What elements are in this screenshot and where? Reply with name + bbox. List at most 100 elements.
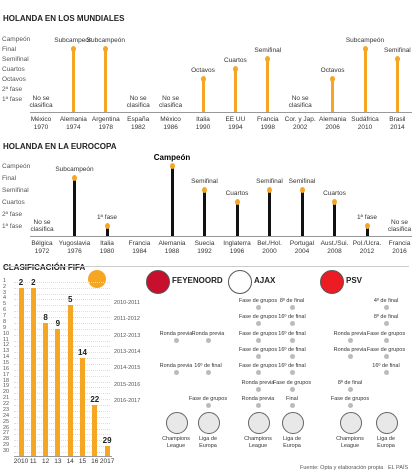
grid-line [14, 369, 110, 371]
year-label: 2008 [327, 248, 342, 255]
season-label: 2011-2012 [114, 316, 140, 323]
section-title: HOLANDA EN LOS MUNDIALES [3, 14, 125, 23]
year-label: 1972 [34, 248, 50, 255]
result: 16º de final [372, 363, 400, 370]
result: Fase de grupos [238, 314, 278, 321]
bar [104, 50, 108, 112]
host-label: Alemania [158, 240, 186, 247]
bar-cap [332, 199, 337, 205]
result: Fase de grupos [238, 346, 278, 353]
y-tick-label: 11 [3, 336, 9, 343]
year-label: 1970 [33, 124, 49, 131]
grid-line [14, 281, 110, 283]
host-label: Francia [256, 116, 279, 123]
grid-line [14, 287, 110, 289]
grid-line [14, 434, 110, 436]
competition-label: Liga de Europa [376, 436, 396, 449]
competition-label: Champions League [336, 436, 364, 449]
result-icon [255, 353, 261, 359]
value-label: 22 [90, 395, 100, 405]
x-axis [14, 456, 112, 457]
year-label: 1982 [130, 124, 146, 131]
result-icon [255, 370, 261, 376]
grid-line [14, 381, 110, 383]
bar-cap [265, 56, 271, 62]
bar [43, 322, 49, 456]
result-icon [383, 370, 389, 376]
bar-cap [364, 223, 370, 229]
y-tick-label: 15 [3, 360, 10, 366]
stage-label: Semifinal [2, 187, 29, 194]
year-label: 1990 [195, 124, 211, 131]
result-icon [205, 402, 211, 408]
result-icon [255, 321, 261, 327]
value-label: 5 [67, 295, 73, 305]
bar [235, 203, 239, 236]
team-logo [146, 270, 170, 294]
year-label: 2006 [325, 124, 340, 131]
result-icon [289, 402, 295, 408]
bar-cap [70, 46, 76, 52]
y-tick-label: 20 [3, 389, 10, 396]
bar [30, 287, 36, 456]
season-label: 2012-2013 [114, 332, 141, 339]
result-icon [173, 370, 179, 376]
year-label: 2014 [390, 124, 405, 131]
bar-cap [394, 56, 400, 62]
result-label: No se clasifica [387, 219, 412, 233]
x-tick-label: 16 [91, 458, 99, 465]
bar-cap [169, 163, 175, 169]
value-label: 29 [102, 436, 112, 446]
result: 4º de final [373, 298, 399, 304]
y-tick-label: 6 [3, 307, 7, 314]
bar-cap [72, 175, 77, 181]
bar-cap [234, 199, 240, 205]
result: 8º de final [373, 314, 399, 321]
trophy [248, 412, 270, 434]
result-icon [289, 386, 295, 392]
grid-line [14, 399, 110, 401]
bar [73, 179, 76, 236]
result-label: 1ª fase [356, 214, 378, 221]
grid-line [14, 446, 110, 448]
value-label: 2 [31, 277, 36, 287]
result: 16º de final [278, 314, 306, 321]
y-tick-label: 12 [3, 342, 10, 349]
result: Fase de grupos [238, 298, 278, 304]
publisher: EL PAÍS [388, 465, 409, 471]
section-title: HOLANDA EN LA EUROCOPA [3, 142, 117, 151]
result-icon [173, 337, 179, 343]
stage-label: Campeón [2, 36, 31, 43]
result-label: Cuartos [224, 57, 247, 64]
baseline [30, 236, 412, 237]
result: 16º de final [278, 346, 306, 353]
year-label: 1984 [132, 248, 147, 255]
year-label: 2010 [357, 124, 373, 131]
result: Ronda previa [333, 346, 367, 353]
trophy [198, 412, 220, 434]
grid-line [14, 317, 110, 319]
year-label: 1986 [163, 124, 178, 131]
year-label: 2000 [262, 248, 277, 255]
host-label: Bélgica [31, 240, 53, 247]
grid-line [14, 293, 110, 295]
grid-line [14, 393, 110, 395]
result-label: No se clasifica [126, 95, 150, 109]
bar-cap [267, 187, 272, 193]
result-label: 1ª fase [96, 214, 118, 221]
host-label: Cor. y Jap. [284, 116, 316, 123]
x-tick-label: 14 [66, 458, 74, 465]
result-label: Subcampeón [54, 37, 93, 44]
y-tick-label: 17 [3, 371, 10, 378]
bar [71, 50, 75, 112]
knvb-logo [88, 270, 106, 288]
host-label: Sudáfrica [351, 116, 379, 123]
stage-label: Final [2, 175, 17, 182]
result: Ronda previa [241, 379, 275, 386]
bar [395, 60, 399, 112]
result-icon [255, 386, 261, 392]
result-icon [289, 353, 295, 359]
host-label: México [160, 116, 181, 123]
host-label: Suecia [194, 240, 215, 247]
y-tick-label: 22 [3, 401, 10, 408]
